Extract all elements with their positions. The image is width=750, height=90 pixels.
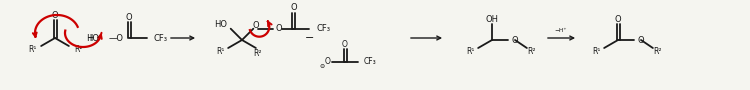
Text: +: +	[86, 33, 94, 43]
Text: O: O	[126, 13, 132, 22]
Text: O: O	[615, 14, 621, 23]
Text: R²: R²	[653, 47, 662, 56]
Text: OH: OH	[485, 14, 499, 23]
Text: HO: HO	[214, 20, 226, 29]
Text: CF₃: CF₃	[316, 24, 330, 33]
Text: R²: R²	[74, 44, 82, 53]
Text: R¹: R¹	[216, 47, 224, 56]
Text: −: −	[305, 33, 315, 43]
Text: O: O	[512, 35, 518, 44]
Text: O: O	[638, 35, 644, 44]
Text: R¹: R¹	[28, 44, 36, 53]
Text: O: O	[324, 58, 330, 67]
Text: −H⁺: −H⁺	[555, 28, 567, 32]
Text: HO: HO	[86, 33, 99, 42]
Text: R²: R²	[527, 47, 536, 56]
Text: O: O	[275, 24, 282, 33]
Text: O: O	[342, 40, 348, 49]
Text: R¹: R¹	[466, 47, 474, 56]
Text: O: O	[252, 21, 259, 30]
Text: CF₃: CF₃	[364, 58, 376, 67]
Text: CF₃: CF₃	[154, 33, 167, 42]
Text: —O: —O	[109, 33, 124, 42]
Text: ⊖: ⊖	[320, 65, 325, 69]
Text: R²: R²	[254, 49, 262, 58]
Text: R¹: R¹	[592, 47, 600, 56]
Text: O: O	[290, 3, 297, 12]
Text: O: O	[52, 11, 58, 20]
